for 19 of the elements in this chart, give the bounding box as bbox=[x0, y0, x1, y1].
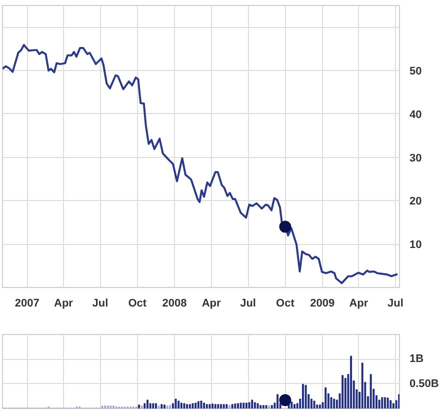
y-tick-label: 0.50B bbox=[410, 378, 439, 390]
x-tick-label: 2008 bbox=[162, 298, 187, 310]
x-tick-label: 2007 bbox=[14, 298, 40, 310]
y-tick-label: 50 bbox=[410, 66, 422, 78]
x-tick-label: 2009 bbox=[310, 298, 335, 310]
y-tick-label: 20 bbox=[410, 196, 422, 208]
y-tick-label: 10 bbox=[410, 239, 422, 252]
x-tick-label: Apr bbox=[54, 298, 74, 310]
x-tick-label: Jul bbox=[240, 298, 256, 310]
x-tick-label: Apr bbox=[349, 298, 369, 310]
y-tick-label: 1B bbox=[410, 353, 424, 366]
x-tick-label: Oct bbox=[128, 298, 147, 310]
y-tick-label: 30 bbox=[410, 152, 422, 164]
x-tick-label: Jul bbox=[92, 298, 108, 310]
line-series bbox=[2, 44, 398, 284]
x-tick-label: Jul bbox=[388, 298, 404, 310]
y-tick-label: 40 bbox=[410, 108, 422, 121]
x-tick-label: Oct bbox=[276, 298, 295, 310]
x-tick-label: Apr bbox=[202, 298, 222, 310]
